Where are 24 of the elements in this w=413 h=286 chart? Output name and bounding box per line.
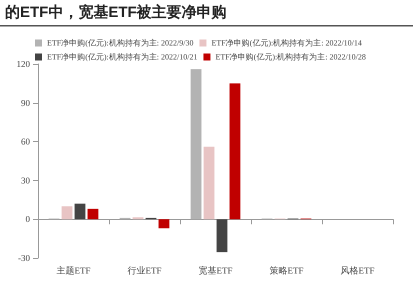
x-tick-label: 风格ETF	[340, 266, 375, 276]
legend-label: ETF净申购(亿元):机构持有为主: 2022/9/30	[47, 38, 194, 48]
legend-label: ETF净申购(亿元):机构持有为主: 2022/10/14	[211, 38, 362, 48]
x-tick-label: 宽基ETF	[198, 266, 233, 276]
y-tick-label: 30	[21, 175, 30, 186]
x-tick-label: 策略ETF	[269, 266, 304, 276]
bar	[62, 206, 72, 220]
y-tick-label: 0	[26, 214, 30, 224]
bar	[190, 69, 202, 220]
bar	[230, 83, 240, 220]
legend-label: ETF净申购(亿元):机构持有为主: 2022/10/21	[47, 52, 198, 62]
x-tick-label: 主题ETF	[56, 266, 91, 276]
bar	[216, 219, 228, 252]
bar	[74, 204, 86, 220]
y-tick-label: -30	[18, 253, 30, 263]
legend-label: ETF净申购(亿元):机构持有为主: 2022/10/28	[215, 52, 366, 62]
chart-title: 的ETF中，宽基ETF被主要净申购	[5, 3, 227, 21]
y-tick-label: 120	[16, 59, 30, 69]
y-tick-label: 60	[21, 136, 30, 147]
y-tick-label: 90	[21, 98, 30, 108]
bar	[158, 219, 170, 228]
bar	[88, 208, 98, 220]
bar	[204, 146, 214, 220]
x-tick-label: 行业ETF	[127, 266, 162, 276]
